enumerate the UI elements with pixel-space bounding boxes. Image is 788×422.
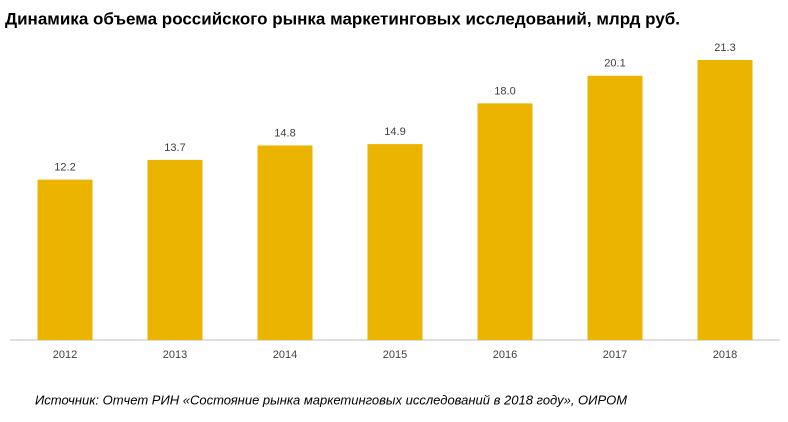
- bar: [367, 144, 423, 340]
- x-tick-label: 2013: [163, 349, 187, 361]
- bar: [257, 145, 313, 340]
- x-tick-label: 2015: [383, 349, 407, 361]
- x-tick-label: 2012: [53, 349, 77, 361]
- source-note: Источник: Отчет РИН «Состояние рынка мар…: [35, 392, 627, 407]
- value-label: 18.0: [494, 85, 515, 97]
- bar: [147, 159, 203, 340]
- bar: [37, 179, 93, 340]
- value-label: 12.2: [54, 162, 75, 174]
- x-tick-label: 2017: [603, 349, 627, 361]
- value-label: 20.1: [604, 58, 625, 70]
- x-tick-label: 2014: [273, 349, 297, 361]
- value-label: 14.9: [384, 126, 405, 138]
- value-label: 14.8: [274, 127, 295, 139]
- value-label: 13.7: [164, 142, 185, 154]
- chart-title: Динамика объема российского рынка маркет…: [5, 9, 680, 28]
- x-tick-label: 2016: [493, 349, 517, 361]
- value-label: 21.3: [714, 42, 735, 54]
- bar: [587, 75, 643, 340]
- bar: [477, 103, 533, 340]
- x-tick-label: 2018: [713, 349, 737, 361]
- bar: [697, 60, 753, 340]
